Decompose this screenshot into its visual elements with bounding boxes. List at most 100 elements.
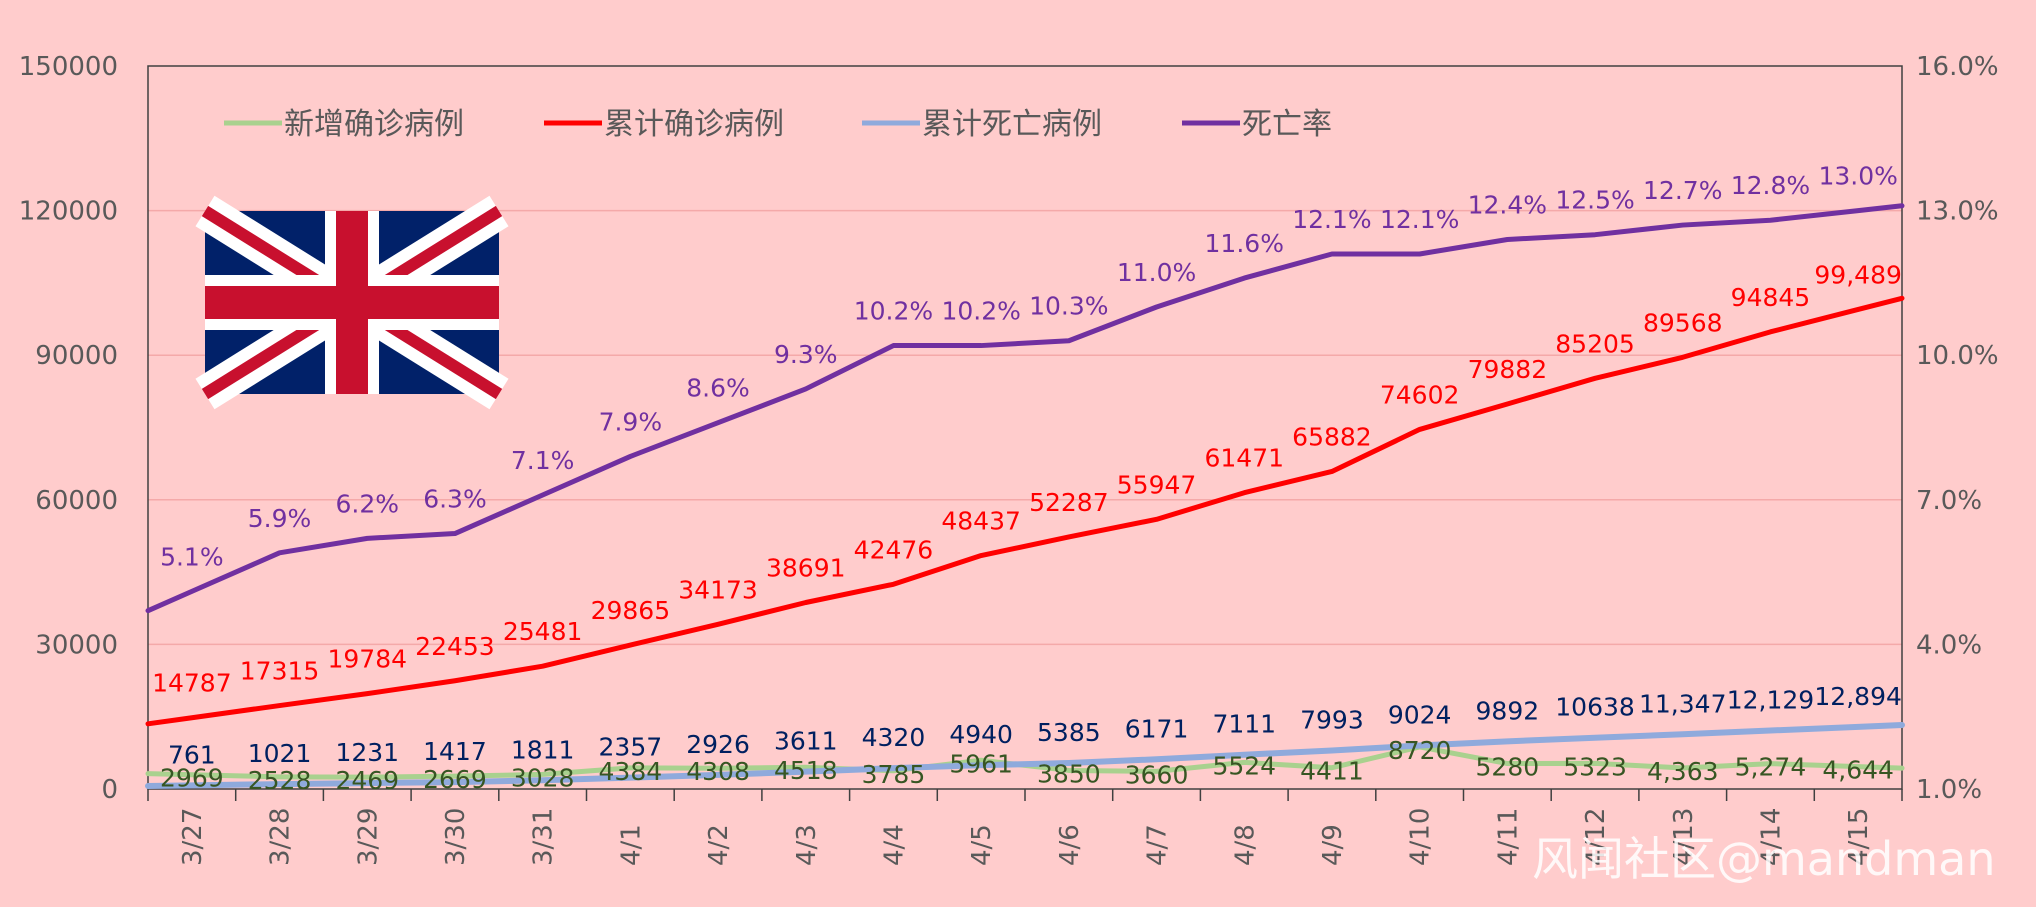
- data-label-2: 2357: [599, 733, 663, 762]
- union-jack-flag-icon: [195, 195, 509, 410]
- x-tick-label: 4/13: [1669, 808, 1699, 866]
- x-tick-label: 3/31: [529, 808, 559, 866]
- data-label-1: 48437: [941, 507, 1021, 536]
- y-right-tick-label: 7.0%: [1916, 486, 1982, 516]
- data-label-0: 5524: [1212, 751, 1276, 780]
- data-label-3: 5.1%: [160, 542, 224, 571]
- y-left-tick-label: 150000: [19, 52, 118, 82]
- data-label-2: 9892: [1476, 696, 1540, 725]
- data-label-3: 5.9%: [248, 504, 312, 533]
- y-left-tick-label: 0: [101, 775, 118, 805]
- data-label-0: 4,363: [1647, 757, 1719, 786]
- data-label-2: 761: [168, 740, 216, 769]
- data-label-3: 12.5%: [1555, 186, 1634, 215]
- legend-label-3: 死亡率: [1242, 107, 1332, 142]
- data-label-3: 10.3%: [1029, 292, 1108, 321]
- data-label-1: 99,489: [1814, 260, 1901, 289]
- x-tick-label: 4/14: [1756, 808, 1786, 866]
- data-label-0: 5961: [949, 749, 1013, 778]
- watermark-text: 风闻社区@mandman: [1532, 832, 1996, 886]
- y-left-tick-label: 120000: [19, 197, 118, 227]
- data-label-0: 8720: [1388, 736, 1452, 765]
- data-label-2: 12,894: [1814, 682, 1901, 711]
- data-label-2: 9024: [1388, 701, 1452, 730]
- data-label-2: 2926: [686, 730, 750, 759]
- data-label-0: 3850: [1037, 759, 1101, 788]
- x-tick-label: 4/12: [1581, 808, 1611, 866]
- data-label-1: 79882: [1468, 355, 1548, 384]
- x-tick-label: 4/9: [1318, 824, 1348, 866]
- data-label-0: 3660: [1125, 760, 1189, 789]
- data-label-0: 3785: [862, 760, 926, 789]
- data-label-2: 11,347: [1639, 689, 1726, 718]
- data-label-1: 61471: [1204, 444, 1284, 473]
- x-tick-label: 4/6: [1055, 824, 1085, 866]
- axes: 0 30000 60000 90000 120000 150000 1.0% 4.0% 7.0%…: [19, 52, 1999, 866]
- data-label-0: 4518: [774, 756, 838, 785]
- data-label-0: 3028: [511, 763, 575, 792]
- data-label-0: 2469: [335, 766, 399, 795]
- data-label-1: 42476: [854, 535, 934, 564]
- data-label-3: 11.0%: [1117, 258, 1196, 287]
- y-right-tick-label: 4.0%: [1916, 630, 1982, 660]
- data-label-0: 2969: [160, 764, 224, 793]
- data-label-3: 7.9%: [599, 407, 663, 436]
- data-label-0: 5,274: [1735, 753, 1807, 782]
- data-label-1: 65882: [1292, 422, 1372, 451]
- series-line-2: [145, 722, 1905, 789]
- x-tick-label: 4/5: [967, 824, 997, 866]
- data-label-3: 12.1%: [1292, 205, 1371, 234]
- data-label-1: 55947: [1117, 470, 1197, 499]
- y-left-tick-label: 90000: [35, 341, 118, 371]
- x-tick-label: 4/2: [704, 824, 734, 866]
- data-label-1: 94845: [1731, 283, 1811, 312]
- data-label-0: 4384: [599, 757, 663, 786]
- data-label-3: 10.2%: [941, 297, 1020, 326]
- y-right-tick-label: 13.0%: [1916, 197, 1999, 227]
- data-label-0: 2669: [423, 765, 487, 794]
- data-label-3: 10.2%: [854, 297, 933, 326]
- x-tick-label: 3/28: [266, 808, 296, 866]
- data-label-2: 7111: [1212, 710, 1276, 739]
- data-label-0: 2528: [248, 766, 312, 795]
- data-label-1: 29865: [591, 596, 671, 625]
- data-label-3: 12.1%: [1380, 205, 1459, 234]
- x-tick-label: 4/11: [1493, 808, 1523, 866]
- data-label-2: 1811: [511, 735, 575, 764]
- y-right-tick-label: 10.0%: [1916, 341, 1999, 371]
- y-left-tick-label: 60000: [35, 486, 118, 516]
- series-line-1: [145, 295, 1905, 727]
- data-label-1: 14787: [152, 669, 232, 698]
- data-label-1: 89568: [1643, 308, 1723, 337]
- x-tick-label: 3/29: [353, 808, 383, 866]
- legend-label-2: 累计死亡病例: [922, 107, 1102, 142]
- data-label-1: 74602: [1380, 380, 1460, 409]
- x-tick-label: 3/30: [441, 808, 471, 866]
- x-tick-label: 4/15: [1844, 808, 1874, 866]
- data-label-0: 4308: [686, 757, 750, 786]
- x-tick-label: 4/8: [1230, 824, 1260, 866]
- legend-label-0: 新增确诊病例: [284, 107, 464, 142]
- data-label-1: 52287: [1029, 488, 1109, 517]
- data-label-0: 5323: [1563, 752, 1627, 781]
- legend[interactable]: 新增确诊病例 累计确诊病例 累计死亡病例 死亡率: [224, 107, 1332, 142]
- data-label-2: 7993: [1300, 705, 1364, 734]
- data-label-2: 4940: [949, 720, 1013, 749]
- legend-label-1: 累计确诊病例: [604, 107, 784, 142]
- x-tick-label: 4/3: [792, 824, 822, 866]
- x-tick-label: 4/10: [1406, 808, 1436, 866]
- data-label-2: 5385: [1037, 718, 1101, 747]
- series-lines: [145, 203, 1905, 789]
- data-label-3: 7.1%: [511, 446, 575, 475]
- data-label-0: 5280: [1476, 753, 1540, 782]
- data-label-3: 13.0%: [1818, 162, 1897, 191]
- data-label-1: 22453: [415, 632, 495, 661]
- x-tick-label: 4/4: [879, 824, 909, 866]
- y-right-tick-label: 1.0%: [1916, 775, 1982, 805]
- data-label-2: 10638: [1555, 693, 1635, 722]
- data-label-3: 9.3%: [774, 340, 838, 369]
- data-label-3: 12.8%: [1731, 171, 1810, 200]
